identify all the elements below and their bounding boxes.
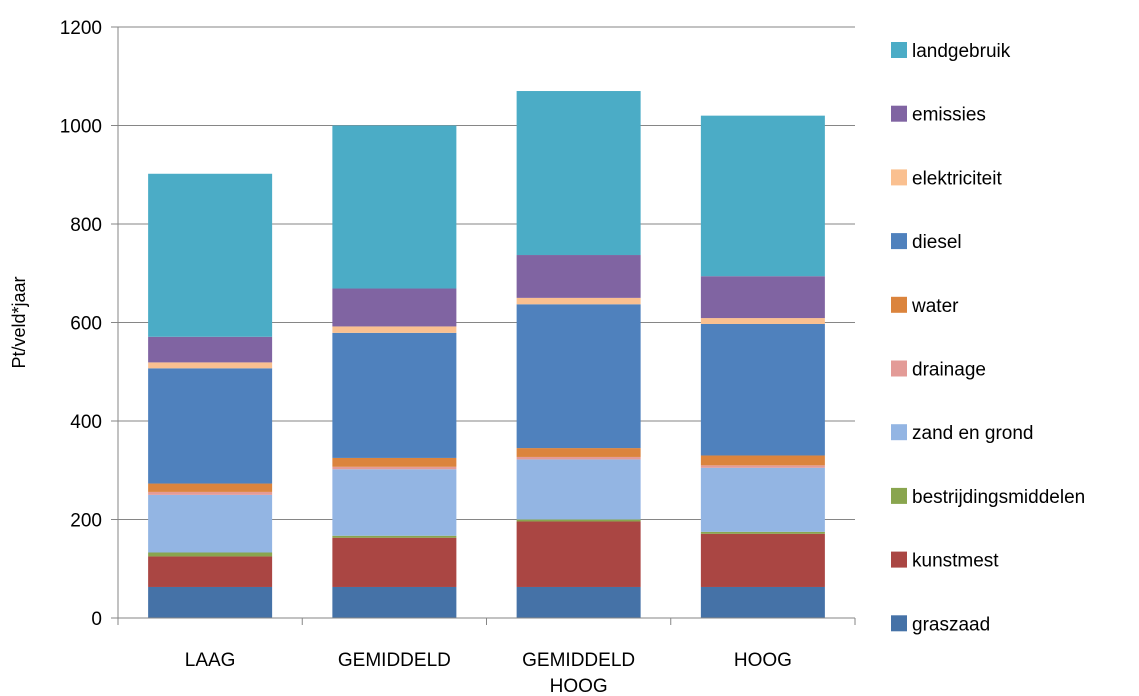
legend-swatch bbox=[891, 296, 907, 313]
bar-stack bbox=[700, 115, 825, 618]
bar-segment-landgebruik bbox=[700, 115, 825, 277]
bar-segment-water bbox=[516, 448, 641, 457]
bar-segment-graszaad bbox=[332, 586, 457, 618]
bar-segment-graszaad bbox=[148, 586, 273, 618]
bars bbox=[148, 91, 825, 618]
bar-segment-water bbox=[332, 457, 457, 467]
bar-segment-elektriciteit bbox=[516, 297, 641, 305]
bar-segment-emissies bbox=[148, 336, 273, 363]
y-tick-label: 1200 bbox=[60, 18, 102, 39]
legend-swatch bbox=[891, 551, 907, 568]
bar-segment-elektriciteit bbox=[332, 326, 457, 333]
y-tick-label: 600 bbox=[70, 314, 102, 335]
x-category-label: LAAG bbox=[185, 650, 236, 671]
legend-label: water bbox=[911, 296, 959, 317]
bar-segment-diesel bbox=[700, 323, 825, 456]
y-tick-label: 800 bbox=[70, 215, 102, 236]
legend-swatch bbox=[891, 424, 907, 441]
legend-swatch bbox=[891, 615, 907, 632]
bar-segment-kunstmest bbox=[148, 556, 273, 587]
legend-swatch bbox=[891, 360, 907, 377]
bar-segment-kunstmest bbox=[700, 533, 825, 587]
bar-segment-zand-en-grond bbox=[332, 469, 457, 536]
x-category-labels: LAAG GEMIDDELD GEMIDDELD HOOG HOOG bbox=[185, 650, 792, 696]
bar-segment-bestrijdingsmiddelen bbox=[700, 531, 825, 534]
x-category-label: HOOG bbox=[550, 676, 608, 696]
bar-segment-landgebruik bbox=[148, 173, 273, 337]
bar-segment-landgebruik bbox=[516, 91, 641, 256]
bar-segment-graszaad bbox=[516, 586, 641, 618]
bar-segment-diesel bbox=[148, 368, 273, 484]
legend-label: bestrijdingsmiddelen bbox=[912, 487, 1085, 508]
bar-segment-diesel bbox=[516, 304, 641, 449]
bar-segment-bestrijdingsmiddelen bbox=[332, 535, 457, 538]
y-tick-label: 1000 bbox=[60, 117, 102, 138]
bar-segment-drainage bbox=[700, 465, 825, 468]
bar-stack bbox=[516, 91, 641, 618]
bar-segment-water bbox=[700, 455, 825, 466]
legend-swatch bbox=[891, 42, 907, 58]
y-tick-label: 0 bbox=[91, 609, 102, 630]
bar-segment-emissies bbox=[516, 255, 641, 298]
legend-label: landgebruik bbox=[912, 41, 1011, 62]
y-axis-title: Pt/veld*jaar bbox=[9, 276, 29, 368]
legend-swatch bbox=[891, 169, 907, 186]
bar-segment-graszaad bbox=[700, 586, 825, 618]
legend-item: elektriciteit bbox=[891, 168, 1002, 189]
bar-segment-emissies bbox=[700, 276, 825, 319]
legend-label: diesel bbox=[912, 232, 962, 253]
legend-label: graszaad bbox=[912, 614, 990, 635]
legend-label: kunstmest bbox=[912, 551, 999, 572]
legend-label: emissies bbox=[912, 105, 986, 126]
bar-segment-bestrijdingsmiddelen bbox=[148, 552, 273, 557]
bar-segment-water bbox=[148, 483, 273, 492]
bar-segment-zand-en-grond bbox=[148, 494, 273, 553]
x-category-label: HOOG bbox=[734, 650, 792, 671]
bar-segment-drainage bbox=[148, 491, 273, 495]
legend-item: water bbox=[891, 296, 959, 317]
bar-segment-kunstmest bbox=[332, 537, 457, 587]
bar-segment-zand-en-grond bbox=[700, 467, 825, 532]
bar-segment-landgebruik bbox=[332, 125, 457, 289]
y-tick-labels: 0 200 400 600 800 1000 1200 bbox=[60, 18, 102, 630]
legend-item: drainage bbox=[891, 360, 986, 381]
bar-segment-diesel bbox=[332, 332, 457, 458]
bar-segment-elektriciteit bbox=[700, 318, 825, 324]
x-category-label: GEMIDDELD bbox=[338, 650, 451, 671]
legend-item: kunstmest bbox=[891, 551, 999, 572]
bar-stack bbox=[332, 125, 457, 618]
legend-item: diesel bbox=[891, 232, 962, 253]
bar-segment-drainage bbox=[332, 466, 457, 470]
legend-item: graszaad bbox=[891, 614, 990, 635]
legend-item: emissies bbox=[891, 105, 986, 126]
legend-label: zand en grond bbox=[912, 423, 1034, 444]
y-tick-label: 400 bbox=[70, 412, 102, 433]
bar-segment-emissies bbox=[332, 288, 457, 327]
bar-segment-bestrijdingsmiddelen bbox=[516, 519, 641, 522]
legend-item: landgebruik bbox=[891, 41, 1011, 62]
x-category-label: GEMIDDELD bbox=[522, 650, 635, 671]
bar-stack bbox=[148, 173, 273, 618]
bar-segment-drainage bbox=[516, 456, 641, 460]
legend-swatch bbox=[891, 233, 907, 250]
y-tick-label: 200 bbox=[70, 511, 102, 532]
bar-segment-elektriciteit bbox=[148, 362, 273, 369]
legend: landgebruik emissies elektriciteit diesel wa… bbox=[891, 41, 1085, 635]
bar-segment-kunstmest bbox=[516, 521, 641, 587]
bar-segment-zand-en-grond bbox=[516, 459, 641, 520]
legend-item: bestrijdingsmiddelen bbox=[891, 487, 1085, 508]
legend-label: elektriciteit bbox=[912, 168, 1002, 189]
legend-label: drainage bbox=[912, 360, 986, 381]
axes bbox=[111, 26, 856, 625]
legend-item: zand en grond bbox=[891, 423, 1034, 444]
legend-swatch bbox=[891, 105, 907, 122]
legend-swatch bbox=[891, 487, 907, 504]
